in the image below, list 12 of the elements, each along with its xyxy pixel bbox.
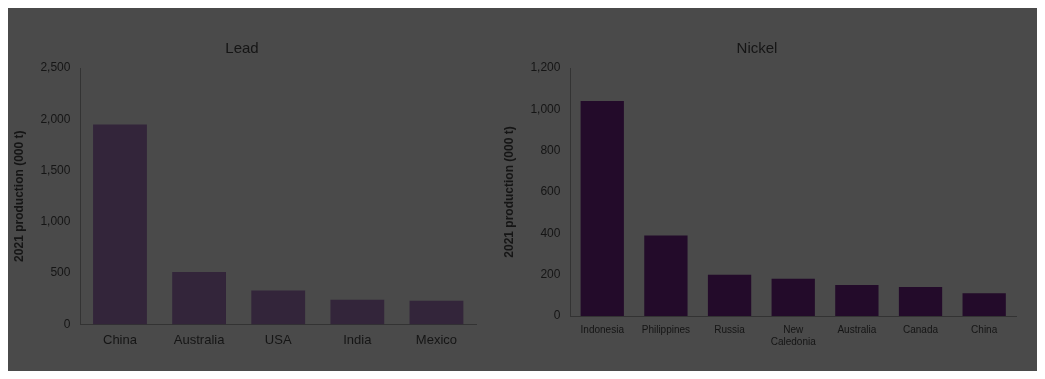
bar	[898, 287, 943, 316]
bar	[330, 299, 385, 325]
bar	[580, 101, 624, 316]
bar	[644, 235, 688, 316]
bar	[172, 272, 226, 325]
bar	[771, 278, 815, 316]
bar	[93, 124, 147, 325]
bar	[707, 274, 752, 316]
bar	[409, 300, 464, 325]
bar	[835, 285, 879, 316]
bar	[251, 290, 306, 325]
bar	[962, 293, 1006, 316]
